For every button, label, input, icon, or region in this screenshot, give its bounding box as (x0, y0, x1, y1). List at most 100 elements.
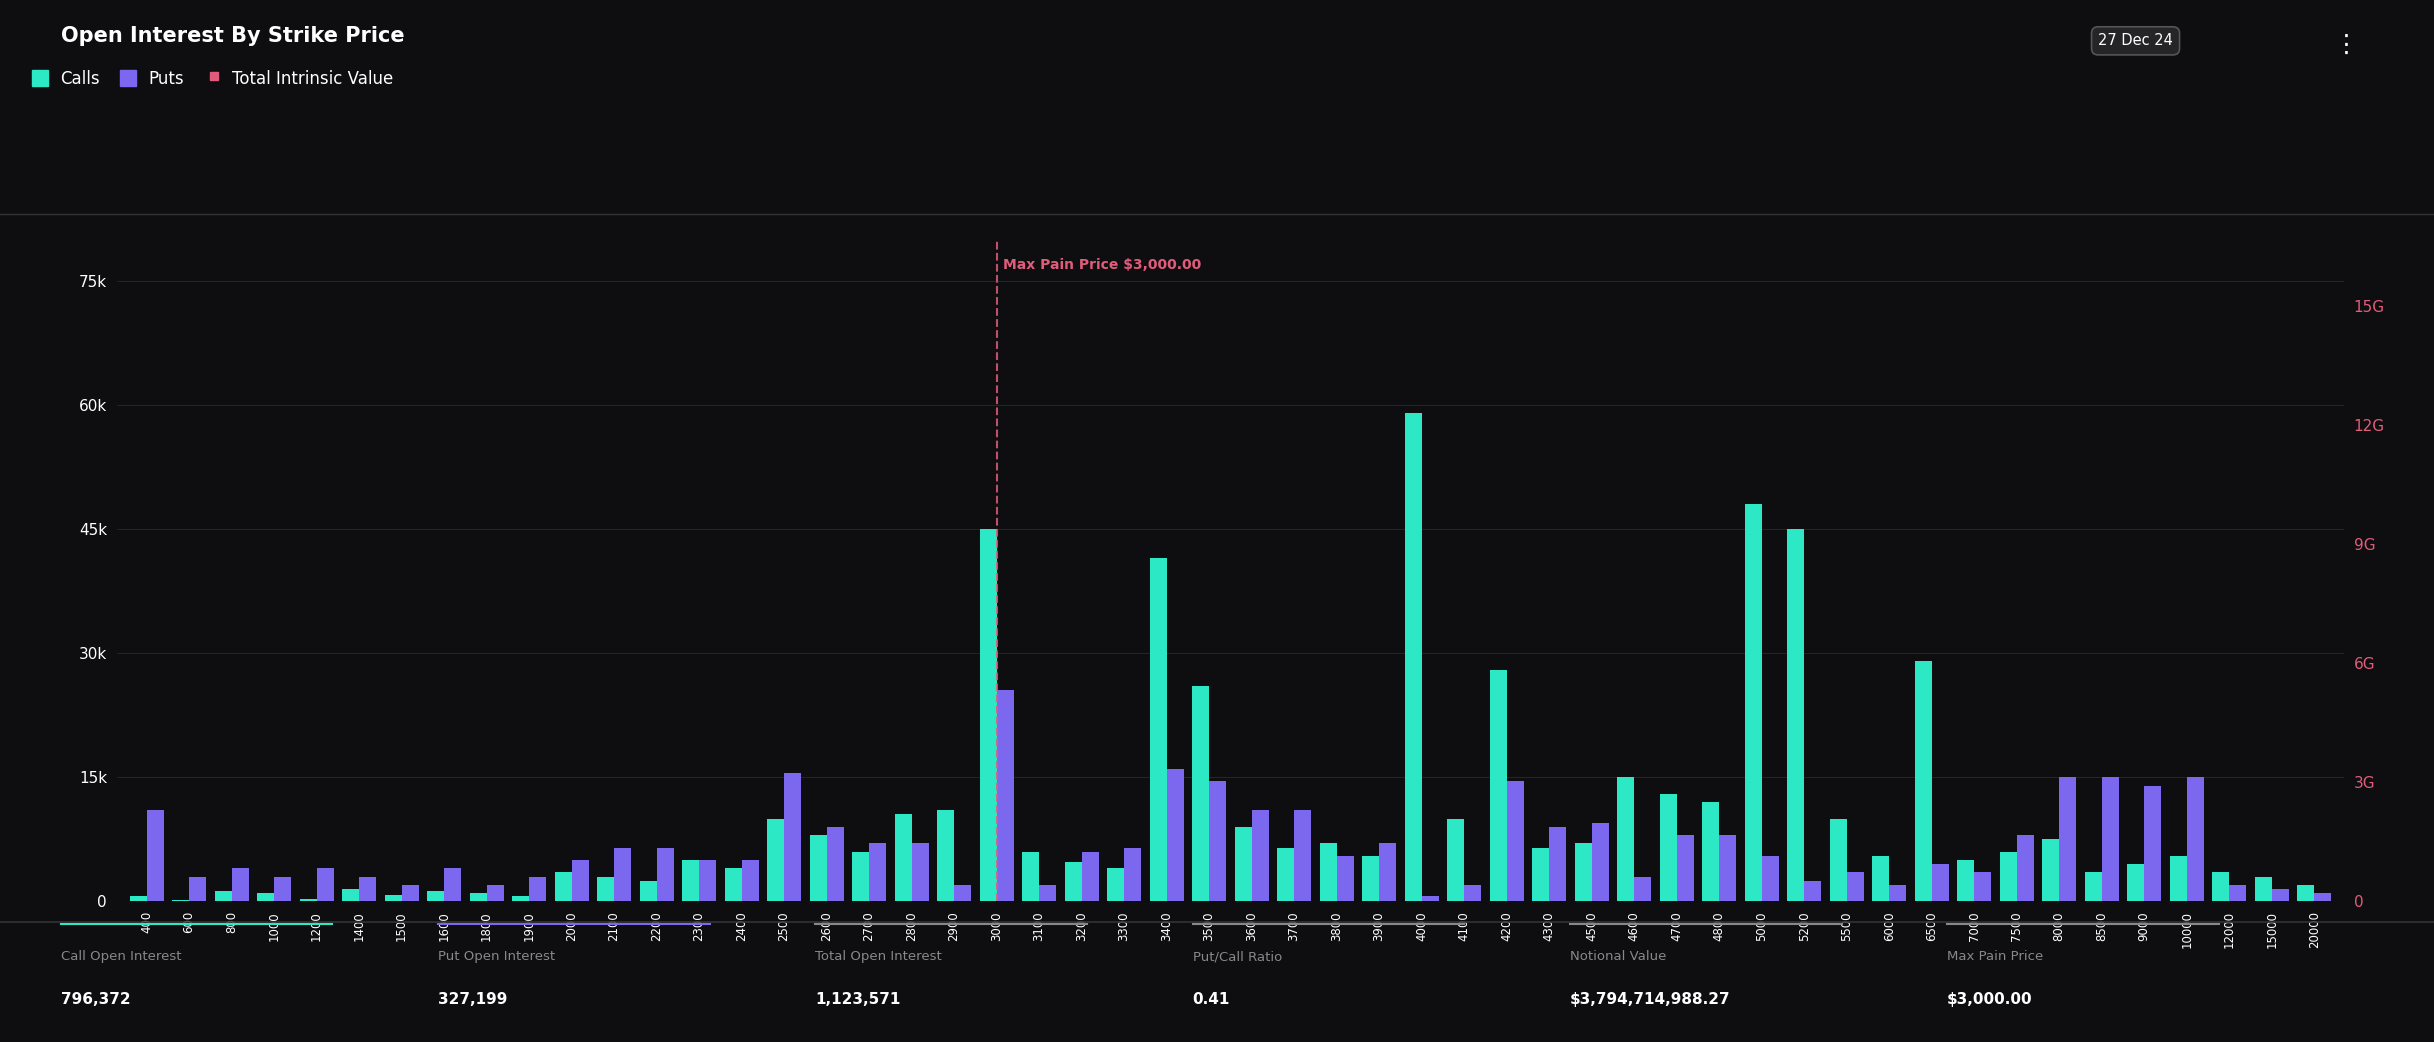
Bar (1149, 559, 1166, 901)
Bar (896, 815, 913, 901)
Bar (1465, 885, 1482, 901)
Bar (1490, 670, 1507, 901)
Bar (1081, 851, 1098, 901)
Bar (1592, 823, 1609, 901)
Bar (954, 885, 971, 901)
Bar (2042, 839, 2059, 901)
Bar (1957, 860, 1974, 901)
Bar (1804, 880, 1821, 901)
Text: Put/Call Ratio: Put/Call Ratio (1193, 950, 1283, 963)
Bar (613, 847, 630, 901)
Bar (2101, 777, 2118, 901)
Bar (146, 811, 163, 901)
Bar (852, 851, 869, 901)
Bar (2018, 836, 2035, 901)
Bar (725, 868, 742, 901)
Bar (1507, 782, 1524, 901)
Text: $3,794,714,988.27: $3,794,714,988.27 (1570, 992, 1731, 1007)
Text: 0.41: 0.41 (1193, 992, 1229, 1007)
Bar (1531, 847, 1548, 901)
Bar (1762, 855, 1779, 901)
Bar (699, 860, 716, 901)
Text: $3,000.00: $3,000.00 (1947, 992, 2032, 1007)
Bar (828, 827, 845, 901)
Bar (2271, 889, 2288, 901)
Bar (682, 860, 699, 901)
Bar (173, 899, 190, 901)
Bar (1210, 782, 1227, 901)
Bar (1745, 504, 1762, 901)
Bar (596, 876, 613, 901)
Bar (767, 819, 784, 901)
Text: Call Open Interest: Call Open Interest (61, 950, 183, 963)
Bar (1039, 885, 1056, 901)
Bar (343, 889, 360, 901)
Bar (385, 895, 402, 901)
Bar (640, 880, 657, 901)
Bar (1363, 855, 1380, 901)
Bar (1718, 836, 1735, 901)
Text: 1,123,571: 1,123,571 (815, 992, 901, 1007)
Text: Open Interest By Strike Price: Open Interest By Strike Price (61, 26, 404, 46)
Bar (528, 876, 545, 901)
Text: Put Open Interest: Put Open Interest (438, 950, 555, 963)
Bar (426, 891, 443, 901)
Bar (2127, 864, 2144, 901)
Bar (1677, 836, 1694, 901)
Bar (572, 860, 589, 901)
Bar (487, 885, 504, 901)
Bar (470, 893, 487, 901)
Bar (275, 876, 292, 901)
Bar (1234, 827, 1251, 901)
Bar (2298, 885, 2315, 901)
Bar (1251, 811, 1268, 901)
Text: Total Open Interest: Total Open Interest (815, 950, 942, 963)
Bar (2213, 872, 2230, 901)
Bar (402, 885, 419, 901)
Bar (1933, 864, 1950, 901)
Bar (1448, 819, 1465, 901)
Bar (913, 843, 930, 901)
Bar (1107, 868, 1125, 901)
Bar (1787, 529, 1804, 901)
Bar (231, 868, 248, 901)
Bar (1830, 819, 1847, 901)
Bar (1404, 414, 1421, 901)
Bar (2169, 855, 2186, 901)
Bar (2230, 885, 2247, 901)
Bar (1701, 802, 1718, 901)
Bar (316, 868, 333, 901)
Bar (360, 876, 377, 901)
Legend: Calls, Puts, Total Intrinsic Value: Calls, Puts, Total Intrinsic Value (24, 63, 399, 94)
Bar (1872, 855, 1889, 901)
Bar (1916, 662, 1933, 901)
Bar (1974, 872, 1991, 901)
Bar (1336, 855, 1353, 901)
Bar (937, 811, 954, 901)
Bar (2254, 876, 2271, 901)
Bar (443, 868, 460, 901)
Bar (1380, 843, 1397, 901)
Bar (1125, 847, 1142, 901)
Bar (869, 843, 886, 901)
Bar (1889, 885, 1906, 901)
Bar (1278, 847, 1295, 901)
Bar (258, 893, 275, 901)
Bar (1166, 769, 1183, 901)
Bar (1064, 862, 1081, 901)
Bar (2186, 777, 2203, 901)
Bar (2001, 851, 2018, 901)
Bar (742, 860, 759, 901)
Bar (1616, 777, 1633, 901)
Bar (1193, 687, 1210, 901)
Bar (1319, 843, 1336, 901)
Bar (784, 773, 801, 901)
Bar (1633, 876, 1650, 901)
Bar (555, 872, 572, 901)
Bar (1847, 872, 1864, 901)
Bar (2315, 893, 2332, 901)
Bar (511, 895, 528, 901)
Bar (996, 691, 1013, 901)
Bar (214, 891, 231, 901)
Bar (1660, 794, 1677, 901)
